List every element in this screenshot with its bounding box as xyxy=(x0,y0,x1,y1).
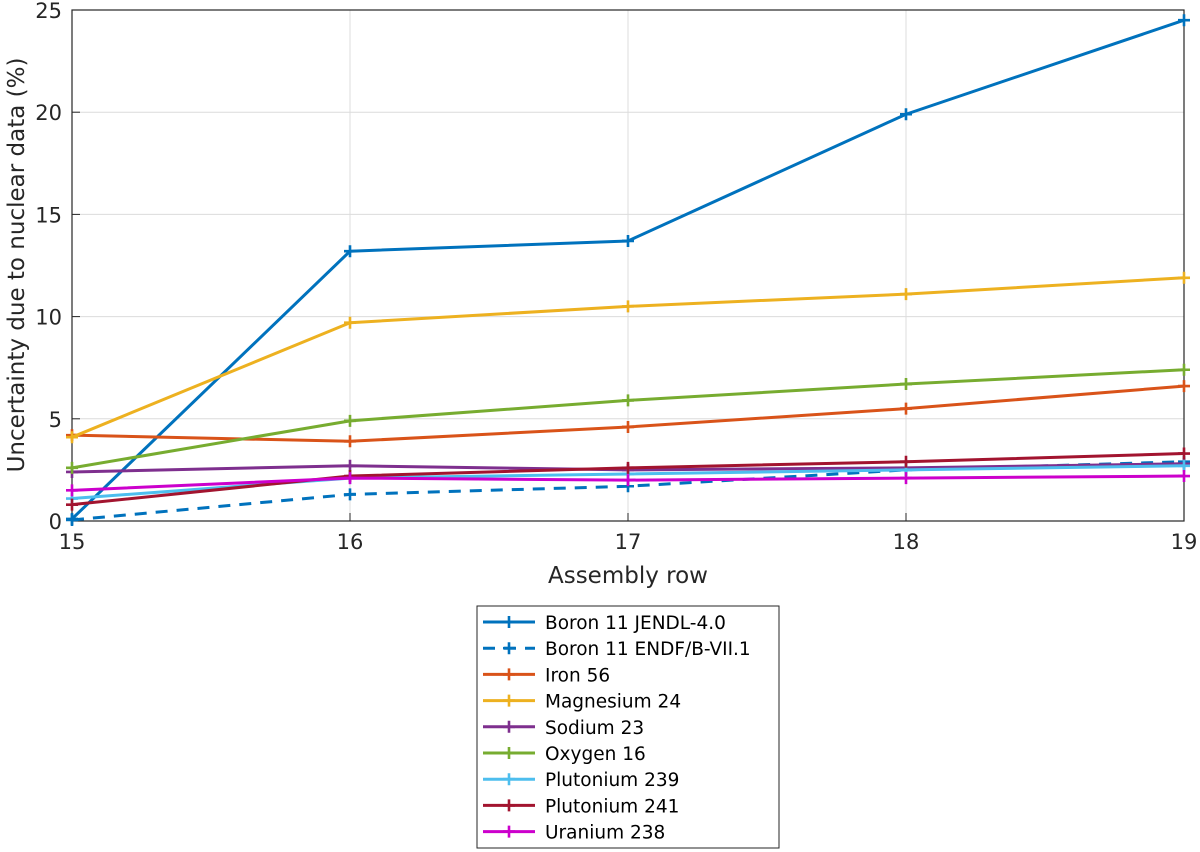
y-axis: 0 5 10 15 20 25 xyxy=(35,0,80,534)
data-point-marker xyxy=(1178,363,1190,376)
legend-label: Sodium 23 xyxy=(545,718,644,739)
legend-label: Magnesium 24 xyxy=(545,692,681,713)
legend-item: Boron 11 JENDL-4.0 xyxy=(483,613,726,634)
y-tick-label: 10 xyxy=(35,306,62,330)
legend-label: Boron 11 ENDF/B-VII.1 xyxy=(545,639,751,660)
data-point-marker xyxy=(66,498,78,511)
data-point-marker xyxy=(344,435,356,448)
series-3 xyxy=(66,271,1190,444)
data-point-marker xyxy=(622,394,634,407)
data-point-marker xyxy=(622,461,634,474)
legend-marker xyxy=(503,616,515,628)
legend-marker xyxy=(503,799,515,812)
data-point-marker xyxy=(900,472,912,485)
data-point-marker xyxy=(344,316,356,329)
legend-item: Plutonium 239 xyxy=(483,770,679,791)
data-point-marker xyxy=(622,420,634,433)
x-tick-label: 19 xyxy=(1171,530,1198,554)
y-axis-label: Uncertainty due to nuclear data (%) xyxy=(4,58,30,473)
y-tick-label: 20 xyxy=(35,101,62,125)
y-tick-label: 15 xyxy=(35,203,62,227)
legend-marker xyxy=(503,747,515,759)
y-tick-label: 5 xyxy=(49,408,62,432)
legend-marker xyxy=(503,642,515,655)
data-point-marker xyxy=(1178,14,1190,27)
legend-label: Iron 56 xyxy=(545,665,610,686)
y-tick-label: 0 xyxy=(49,510,62,534)
series-2 xyxy=(66,380,1190,448)
data-point-marker xyxy=(900,378,912,391)
data-point-marker xyxy=(900,455,912,468)
data-point-marker xyxy=(344,488,356,501)
series-group xyxy=(66,14,1190,526)
data-point-marker xyxy=(66,484,78,497)
data-point-marker xyxy=(66,513,78,526)
data-point-marker xyxy=(1178,447,1190,460)
legend-marker xyxy=(503,825,515,838)
data-point-marker xyxy=(66,431,78,444)
legend-item: Boron 11 ENDF/B-VII.1 xyxy=(483,639,751,660)
x-tick-label: 17 xyxy=(615,530,642,554)
data-point-marker xyxy=(344,245,356,258)
data-point-marker xyxy=(900,108,912,121)
legend-label: Plutonium 241 xyxy=(545,796,679,817)
data-point-marker xyxy=(1178,470,1190,483)
legend-marker xyxy=(503,694,515,707)
data-point-marker xyxy=(622,474,634,487)
data-point-marker xyxy=(344,472,356,485)
data-point-marker xyxy=(1178,380,1190,393)
legend-label: Oxygen 16 xyxy=(545,744,646,765)
legend: Boron 11 JENDL-4.0 Boron 11 ENDF/B-VII.1 I… xyxy=(476,605,780,849)
x-tick-label: 15 xyxy=(59,530,86,554)
x-axis-label: Assembly row xyxy=(548,563,708,589)
data-point-marker xyxy=(1178,271,1190,284)
legend-label: Plutonium 239 xyxy=(545,770,679,791)
series-8 xyxy=(66,470,1190,497)
data-point-marker xyxy=(900,288,912,301)
legend-item: Oxygen 16 xyxy=(483,744,646,765)
data-point-marker xyxy=(66,461,78,474)
legend-marker xyxy=(503,720,515,733)
legend-item: Plutonium 241 xyxy=(483,796,679,817)
data-point-marker xyxy=(344,459,356,472)
x-tick-label: 18 xyxy=(893,530,920,554)
data-point-marker xyxy=(622,300,634,313)
data-point-marker xyxy=(344,414,356,427)
legend-item: Sodium 23 xyxy=(483,718,644,739)
legend-item: Iron 56 xyxy=(483,665,610,686)
legend-item: Magnesium 24 xyxy=(483,692,681,713)
data-point-marker xyxy=(622,234,634,247)
legend-label: Boron 11 JENDL-4.0 xyxy=(545,613,726,634)
x-tick-label: 16 xyxy=(337,530,364,554)
y-tick-label: 25 xyxy=(35,0,62,23)
legend-label: Uranium 238 xyxy=(545,823,665,844)
grid-lines xyxy=(72,10,1184,521)
x-axis: 15 16 17 18 19 xyxy=(59,513,1198,554)
legend-marker xyxy=(503,668,515,681)
legend-item: Uranium 238 xyxy=(483,823,665,844)
data-point-marker xyxy=(1178,459,1190,472)
series-5 xyxy=(66,363,1190,474)
data-point-marker xyxy=(900,402,912,415)
legend-marker xyxy=(503,773,515,786)
